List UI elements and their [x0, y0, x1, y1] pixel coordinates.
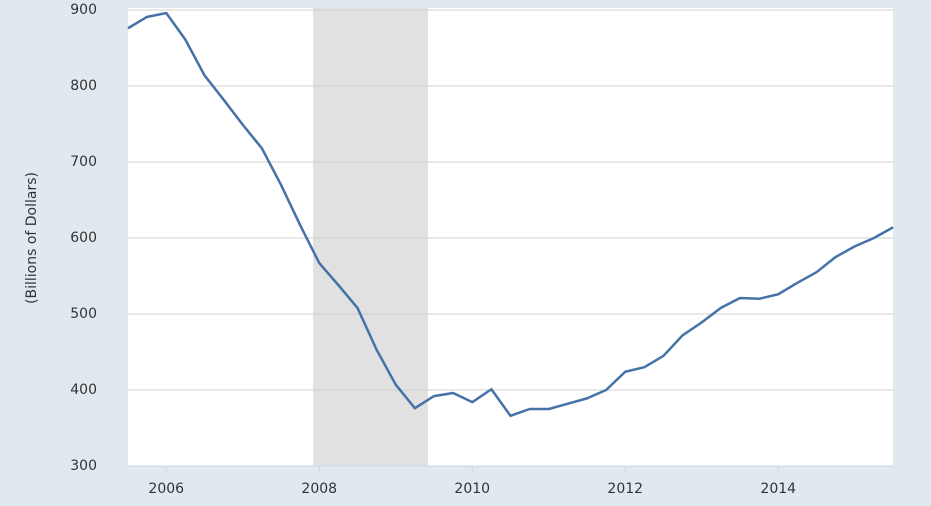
x-tick-label: 2014 — [760, 481, 796, 497]
x-tick-label: 2008 — [301, 481, 337, 497]
y-tick-label: 400 — [70, 382, 97, 398]
x-tick-label: 2010 — [454, 481, 490, 497]
data-line — [127, 11, 894, 418]
y-tick-label: 700 — [70, 154, 97, 170]
y-tick-label: 600 — [70, 230, 97, 246]
y-tick-label: 800 — [70, 78, 97, 94]
y-tick-label: 300 — [70, 458, 97, 474]
plot-area — [128, 8, 893, 466]
x-tick-label: 2006 — [148, 481, 184, 497]
y-tick-label: 500 — [70, 306, 97, 322]
x-tick-label: 2012 — [607, 481, 643, 497]
y-axis-label: (Billions of Dollars) — [24, 172, 40, 304]
recession-band — [313, 8, 428, 466]
y-tick-label: 900 — [70, 2, 97, 18]
